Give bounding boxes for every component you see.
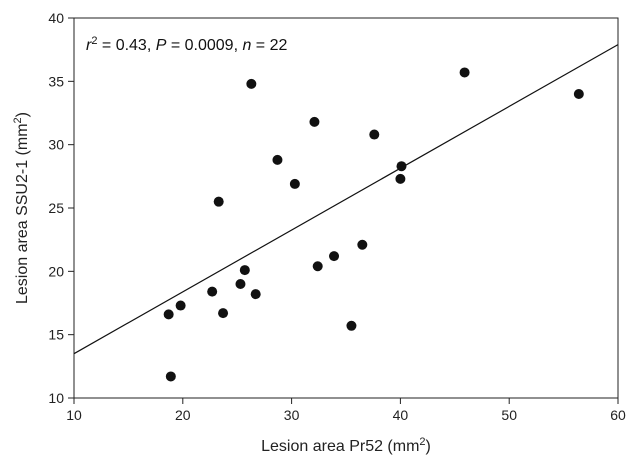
data-points xyxy=(163,67,584,382)
x-axis-title: Lesion area Pr52 (mm2) xyxy=(261,436,431,455)
data-point xyxy=(459,67,470,78)
data-point xyxy=(272,154,283,165)
y-tick-label: 30 xyxy=(48,137,64,153)
y-tick-label: 10 xyxy=(48,390,64,406)
data-point xyxy=(213,196,224,207)
data-point xyxy=(218,308,229,319)
data-point xyxy=(396,161,407,172)
y-tick-label: 35 xyxy=(48,73,64,89)
x-tick-label: 20 xyxy=(175,407,191,423)
data-point xyxy=(573,89,584,99)
data-point xyxy=(235,279,246,289)
data-point xyxy=(346,320,357,331)
y-tick-label: 40 xyxy=(48,10,64,26)
axes: 10 20 30 40 50 60 10 15 20 25 30 35 40 xyxy=(48,10,626,423)
y-axis-title: Lesion area SSU2-1 (mm2) xyxy=(12,112,31,304)
y-tick-label: 15 xyxy=(48,327,64,343)
data-point xyxy=(369,129,380,140)
x-tick-label: 60 xyxy=(610,407,626,423)
y-tick-label: 25 xyxy=(48,200,64,216)
stats-annotation: r2 = 0.43, P = 0.0009, n = 22 xyxy=(86,35,287,54)
data-point xyxy=(329,251,340,262)
data-point xyxy=(246,78,257,89)
data-point xyxy=(250,289,261,300)
plot-frame xyxy=(73,17,619,399)
data-point xyxy=(395,173,406,184)
data-point xyxy=(309,116,320,127)
data-point xyxy=(239,265,250,276)
regression-line xyxy=(73,44,619,355)
y-tick-label: 20 xyxy=(48,263,64,279)
x-tick-label: 10 xyxy=(66,407,82,423)
x-tick-label: 40 xyxy=(393,407,409,423)
data-point xyxy=(163,309,174,320)
data-point xyxy=(357,239,368,250)
data-point xyxy=(312,261,323,272)
data-point xyxy=(207,286,218,297)
regression-line-layer xyxy=(73,44,619,355)
x-tick-label: 50 xyxy=(501,407,517,423)
x-tick-label: 30 xyxy=(284,407,300,423)
data-point xyxy=(289,178,300,189)
data-point xyxy=(175,300,186,311)
data-point xyxy=(165,371,176,382)
